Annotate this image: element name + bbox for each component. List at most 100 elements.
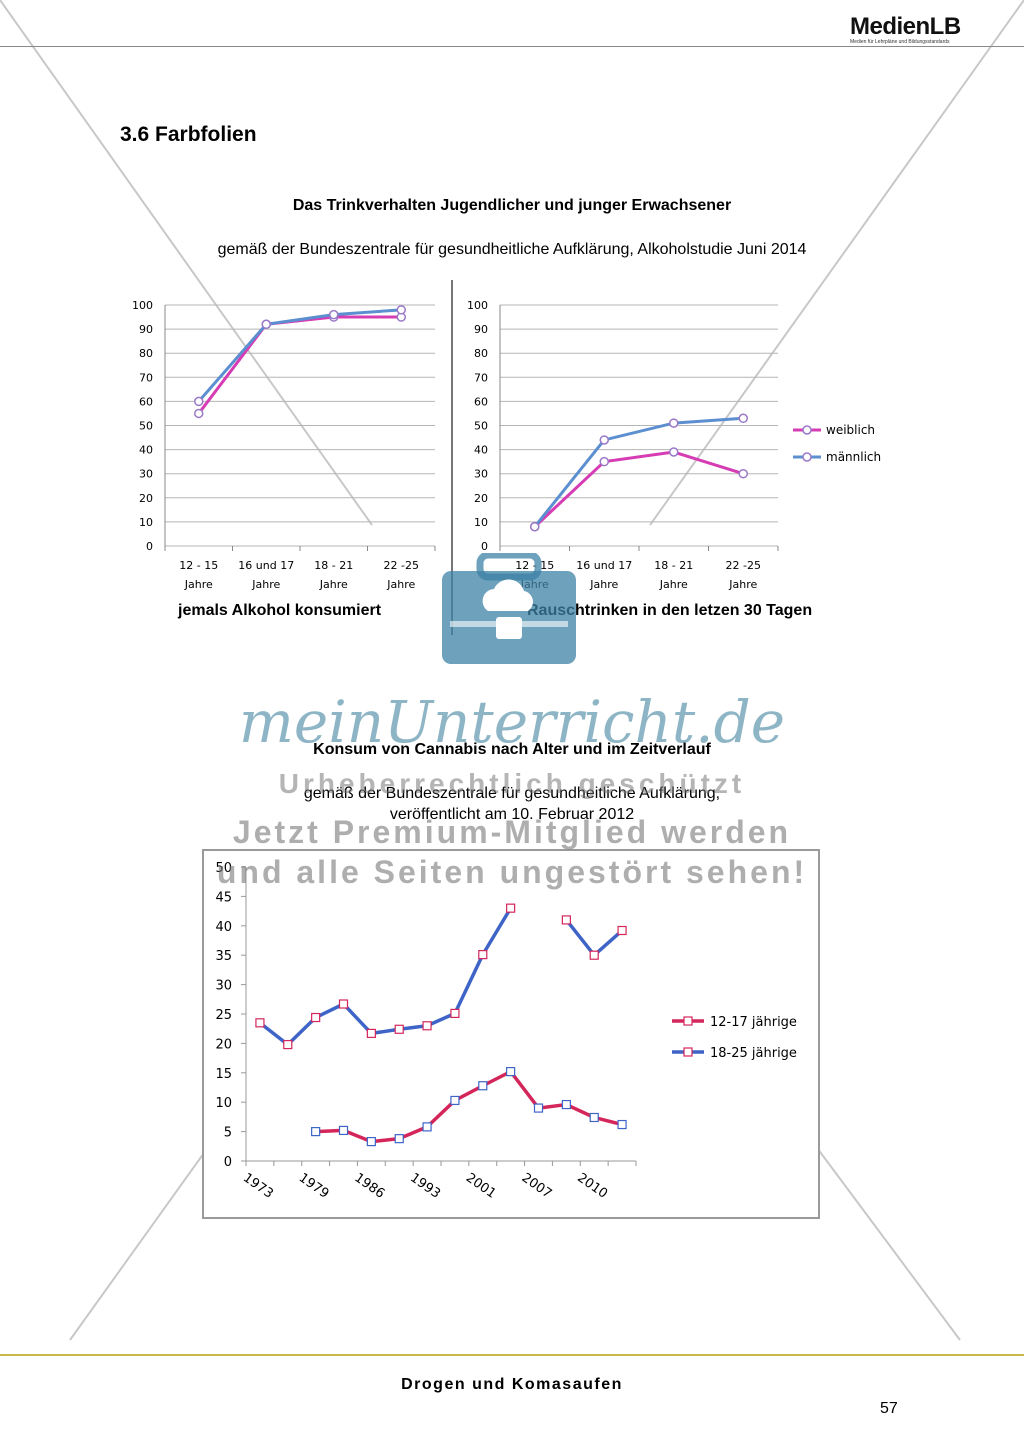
data-point bbox=[422, 1021, 432, 1031]
data-point bbox=[478, 1081, 488, 1091]
legend-label: 12-17 jährige bbox=[710, 1015, 797, 1030]
data-point bbox=[450, 1095, 460, 1106]
y-tick-label: 80 bbox=[474, 347, 488, 360]
section-title: 3.6 Farbfolien bbox=[120, 123, 257, 146]
data-point bbox=[311, 1012, 321, 1023]
data-point bbox=[261, 319, 271, 330]
legend-marker bbox=[802, 452, 812, 462]
watermark-copyright: Urheberrechtlich geschützt bbox=[278, 768, 746, 799]
legend-marker bbox=[683, 1047, 693, 1057]
x-tick-label: Jahre bbox=[251, 578, 280, 591]
legend-label: männlich bbox=[826, 450, 881, 464]
data-point bbox=[530, 521, 540, 532]
y-tick-label: 40 bbox=[215, 920, 232, 935]
data-point bbox=[366, 1028, 376, 1039]
legend-label: weiblich bbox=[826, 423, 875, 437]
x-tick-label: 1993 bbox=[407, 1170, 443, 1201]
cannabis-subtitle-line1: gemäß der Bundeszentrale für gesundheitl… bbox=[303, 785, 721, 802]
y-tick-label: 45 bbox=[215, 890, 232, 905]
watermark-premium-2: und alle Seiten ungestört sehen! bbox=[216, 854, 808, 890]
chart-ever-consumed: 0 10 20 30 40 50 60 70 80 90 100 12 - 15 Jahre 16 und… bbox=[132, 299, 436, 591]
cannabis-subtitle-line2: veröffentlicht am 10. Februar 2012 bbox=[389, 806, 635, 823]
footer-title: Drogen und Komasaufen bbox=[401, 1376, 623, 1393]
y-tick-label: 50 bbox=[474, 420, 488, 433]
data-point bbox=[561, 1099, 571, 1110]
y-tick-label: 100 bbox=[132, 299, 153, 312]
y-tick-label: 20 bbox=[215, 1037, 232, 1052]
y-tick-label: 100 bbox=[467, 299, 488, 312]
cannabis-title: Konsum von Cannabis nach Alter und im Ze… bbox=[313, 741, 711, 758]
x-tick-label: 2010 bbox=[574, 1170, 610, 1201]
y-tick-label: 10 bbox=[215, 1096, 232, 1111]
data-point bbox=[329, 309, 339, 320]
x-tick-label: Jahre bbox=[589, 578, 618, 591]
y-tick-label: 0 bbox=[481, 540, 488, 553]
legend-marker bbox=[802, 425, 812, 435]
drinking-title: Das Trinkverhalten Jugendlicher und jung… bbox=[292, 197, 732, 214]
data-point bbox=[506, 903, 516, 913]
data-point bbox=[669, 418, 679, 428]
y-tick-label: 70 bbox=[139, 371, 153, 384]
y-tick-label: 60 bbox=[474, 395, 488, 408]
data-point bbox=[599, 456, 609, 467]
data-point bbox=[589, 950, 599, 960]
data-point bbox=[533, 1103, 544, 1113]
data-point bbox=[366, 1136, 376, 1147]
data-point bbox=[283, 1039, 293, 1050]
data-point bbox=[338, 1125, 349, 1136]
y-tick-label: 10 bbox=[474, 516, 488, 529]
data-point bbox=[738, 413, 748, 424]
x-tick-label: 18 - 21 bbox=[314, 559, 353, 572]
x-tick-label: Jahre bbox=[184, 578, 213, 591]
data-point bbox=[589, 1112, 599, 1123]
data-point bbox=[194, 408, 204, 419]
x-tick-label: 1979 bbox=[296, 1170, 332, 1201]
series-line bbox=[533, 416, 744, 528]
y-tick-label: 25 bbox=[215, 1008, 232, 1023]
x-tick-label: 22 -25 bbox=[726, 559, 761, 572]
x-tick-label: 18 - 21 bbox=[654, 559, 693, 572]
data-point bbox=[311, 1127, 321, 1137]
y-tick-label: 90 bbox=[139, 323, 153, 336]
data-point bbox=[394, 1024, 404, 1034]
x-tick-label: Jahre bbox=[659, 578, 688, 591]
logo-subtitle: Medien für Lehrpläne und Bildungsstandar… bbox=[850, 39, 950, 45]
y-tick-label: 40 bbox=[139, 444, 153, 457]
x-tick-label: Jahre bbox=[728, 578, 757, 591]
y-tick-label: 70 bbox=[474, 371, 488, 384]
x-tick-label: 1973 bbox=[240, 1170, 276, 1201]
data-point bbox=[450, 1008, 460, 1019]
data-point bbox=[561, 915, 571, 925]
data-point bbox=[394, 1134, 404, 1144]
data-point bbox=[738, 468, 748, 479]
header-divider bbox=[0, 46, 1024, 47]
x-tick-label: 22 -25 bbox=[384, 559, 419, 572]
y-tick-label: 90 bbox=[474, 323, 488, 336]
data-point bbox=[617, 1119, 627, 1130]
series-line bbox=[197, 308, 402, 403]
data-point bbox=[194, 396, 204, 407]
watermark-premium: Jetzt Premium-Mitglied werden bbox=[232, 814, 792, 850]
drinking-subtitle: gemäß der Bundeszentrale für gesundheitl… bbox=[217, 241, 807, 258]
series-line bbox=[533, 450, 744, 528]
y-tick-label: 20 bbox=[139, 492, 153, 505]
y-tick-label: 60 bbox=[139, 395, 153, 408]
data-point bbox=[506, 1067, 516, 1077]
x-tick-label: 1986 bbox=[352, 1170, 388, 1201]
legend-marker bbox=[683, 1016, 693, 1026]
x-tick-label: 2001 bbox=[463, 1170, 499, 1201]
chart2-caption: Rauschtrinken in den letzen 30 Tagen bbox=[527, 602, 813, 619]
x-tick-label: Jahre bbox=[319, 578, 348, 591]
chart1-caption: jemals Alkohol konsumiert bbox=[178, 602, 382, 619]
series-line bbox=[315, 1069, 623, 1144]
y-tick-label: 30 bbox=[474, 468, 488, 481]
y-tick-label: 15 bbox=[215, 1067, 232, 1082]
y-tick-label: 0 bbox=[224, 1155, 232, 1170]
data-point bbox=[338, 999, 349, 1009]
watermark-brand: meinUnterricht.de bbox=[238, 688, 786, 756]
y-tick-label: 0 bbox=[146, 540, 153, 553]
y-tick-label: 50 bbox=[215, 861, 232, 876]
y-tick-label: 80 bbox=[139, 347, 153, 360]
series-line bbox=[258, 907, 513, 1047]
